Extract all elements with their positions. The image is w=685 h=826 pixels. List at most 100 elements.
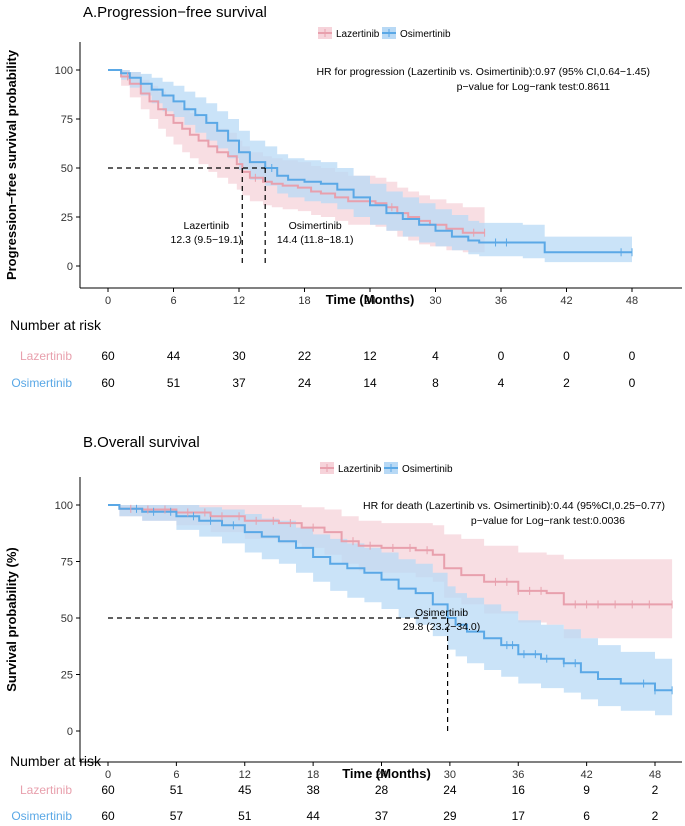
pfs-risk-value-lazertinib: 4	[432, 349, 439, 363]
pfs-legend-label-1: Osimertinib	[400, 29, 451, 40]
os-y-tick-label: 75	[61, 557, 73, 569]
pfs-risk-value-lazertinib: 12	[363, 349, 377, 363]
os-panel: B.Overall survival Lazertinib Osimertinib 0…	[4, 434, 682, 823]
os-x-tick-label: 36	[512, 769, 524, 781]
os-risk-value-lazertinib: 2	[652, 783, 659, 797]
os-risk-value-lazertinib: 60	[101, 783, 115, 797]
pfs-risk-value-osimertinib: 60	[101, 376, 115, 390]
pfs-risk-value-osimertinib: 51	[167, 376, 181, 390]
os-risk-value-lazertinib: 28	[375, 783, 389, 797]
pfs-median-value-lazertinib: 12.3 (9.5−19.1)	[171, 234, 243, 246]
os-risk-value-osimertinib: 17	[512, 809, 526, 823]
pfs-y-tick-label: 100	[55, 65, 73, 77]
pfs-risk-value-osimertinib: 0	[629, 376, 636, 390]
os-median-value-osimertinib: 29.8 (23.2−34.0)	[403, 621, 480, 633]
os-risk-value-lazertinib: 51	[170, 783, 184, 797]
os-curve-lazertinib	[108, 504, 673, 606]
pfs-x-tick-label: 6	[170, 295, 176, 307]
os-ci-band-osimertinib	[108, 505, 673, 716]
os-x-tick-label: 42	[581, 769, 593, 781]
pfs-risk-value-osimertinib: 14	[363, 376, 377, 390]
pfs-x-tick-label: 36	[495, 295, 507, 307]
os-risk-value-lazertinib: 45	[238, 783, 252, 797]
os-median-label-osimertinib: Osimertinib	[415, 607, 468, 619]
os-legend: Lazertinib Osimertinib	[320, 462, 453, 475]
pfs-x-tick-label: 42	[560, 295, 572, 307]
pfs-x-tick-label: 48	[626, 295, 638, 307]
os-risk-value-osimertinib: 2	[652, 809, 659, 823]
pfs-x-tick-label: 12	[233, 295, 245, 307]
os-legend-label-0: Lazertinib	[338, 464, 382, 475]
os-risk-value-osimertinib: 51	[238, 809, 252, 823]
pfs-x-tick-label: 30	[429, 295, 441, 307]
os-x-axis-title: Time (Months)	[342, 766, 431, 781]
os-risk-value-osimertinib: 44	[306, 809, 320, 823]
pfs-risk-row-label-lazertinib: Lazertinib	[20, 349, 72, 363]
pfs-x-tick-label: 0	[105, 295, 111, 307]
os-legend-label-1: Osimertinib	[402, 464, 453, 475]
pfs-risk-value-lazertinib: 0	[498, 349, 505, 363]
pfs-hr-text: HR for progression (Lazertinib vs. Osime…	[316, 66, 650, 78]
pfs-risk-value-lazertinib: 44	[167, 349, 181, 363]
pfs-median-value-osimertinib: 14.4 (11.8−18.1)	[277, 234, 354, 246]
pfs-risk-value-lazertinib: 0	[629, 349, 636, 363]
os-y-tick-label: 0	[67, 726, 73, 738]
pfs-y-tick-label: 0	[67, 261, 73, 273]
os-risk-row-label-osimertinib: Osimertinib	[11, 809, 72, 823]
os-x-tick-label: 48	[649, 769, 661, 781]
pfs-y-tick-label: 75	[61, 114, 73, 126]
pfs-panel-title: A.Progression−free survival	[83, 4, 267, 21]
pfs-risk-value-lazertinib: 22	[298, 349, 312, 363]
os-x-tick-label: 18	[307, 769, 319, 781]
os-risk-value-lazertinib: 16	[512, 783, 526, 797]
pfs-y-tick-label: 50	[61, 163, 73, 175]
os-risk-value-osimertinib: 60	[101, 809, 115, 823]
pfs-median-label-osimertinib: Osimertinib	[289, 220, 342, 232]
pfs-risk-value-osimertinib: 8	[432, 376, 439, 390]
pfs-x-axis-title: Time (Months)	[326, 292, 415, 307]
pfs-risk-value-osimertinib: 37	[232, 376, 246, 390]
os-x-tick-label: 30	[444, 769, 456, 781]
os-x-tick-label: 12	[239, 769, 251, 781]
pfs-risk-value-osimertinib: 2	[563, 376, 570, 390]
os-panel-title: B.Overall survival	[83, 434, 200, 451]
pfs-risk-title: Number at risk	[10, 317, 102, 333]
os-x-tick-label: 0	[105, 769, 111, 781]
pfs-y-tick-label: 25	[61, 212, 73, 224]
os-risk-row-label-lazertinib: Lazertinib	[20, 783, 72, 797]
os-y-tick-label: 100	[55, 500, 73, 512]
os-risk-value-osimertinib: 6	[583, 809, 590, 823]
pfs-p-value-text: p−value for Log−rank test:0.8611	[457, 81, 610, 93]
os-y-axis-title: Survival probability (%)	[4, 547, 19, 691]
pfs-risk-row-label-osimertinib: Osimertinib	[11, 376, 72, 390]
pfs-median-label-lazertinib: Lazertinib	[184, 220, 230, 232]
os-risk-value-osimertinib: 29	[443, 809, 457, 823]
pfs-risk-table: Number at risk Lazertinib 60 44 30 22 12 4 0 0 0 Os…	[10, 317, 636, 390]
pfs-legend: Lazertinib Osimertinib	[318, 27, 451, 40]
pfs-panel: A.Progression−free survival Lazertinib Osi…	[4, 4, 682, 390]
pfs-x-tick-label: 18	[298, 295, 310, 307]
pfs-y-axis-title: Progression−free survival probability	[4, 49, 19, 280]
os-y-tick-label: 50	[61, 613, 73, 625]
os-risk-value-lazertinib: 9	[583, 783, 590, 797]
os-risk-value-lazertinib: 24	[443, 783, 457, 797]
pfs-curve-osimertinib	[108, 69, 632, 254]
pfs-x-tick-label: 24	[364, 295, 376, 307]
os-hr-text: HR for death (Lazertinib vs. Osimertinib…	[363, 500, 665, 512]
os-risk-value-osimertinib: 37	[375, 809, 389, 823]
os-x-tick-label: 6	[173, 769, 179, 781]
os-risk-value-lazertinib: 38	[306, 783, 320, 797]
pfs-risk-value-osimertinib: 4	[498, 376, 505, 390]
pfs-risk-value-lazertinib: 60	[101, 349, 115, 363]
os-risk-value-osimertinib: 57	[170, 809, 184, 823]
os-x-tick-label: 24	[375, 769, 387, 781]
pfs-risk-value-osimertinib: 24	[298, 376, 312, 390]
pfs-risk-value-lazertinib: 0	[563, 349, 570, 363]
os-p-value-text: p−value for Log−rank test:0.0036	[471, 515, 625, 527]
os-y-tick-label: 25	[61, 670, 73, 682]
os-risk-title: Number at risk	[10, 753, 102, 769]
pfs-legend-label-0: Lazertinib	[336, 29, 380, 40]
pfs-risk-value-lazertinib: 30	[232, 349, 246, 363]
